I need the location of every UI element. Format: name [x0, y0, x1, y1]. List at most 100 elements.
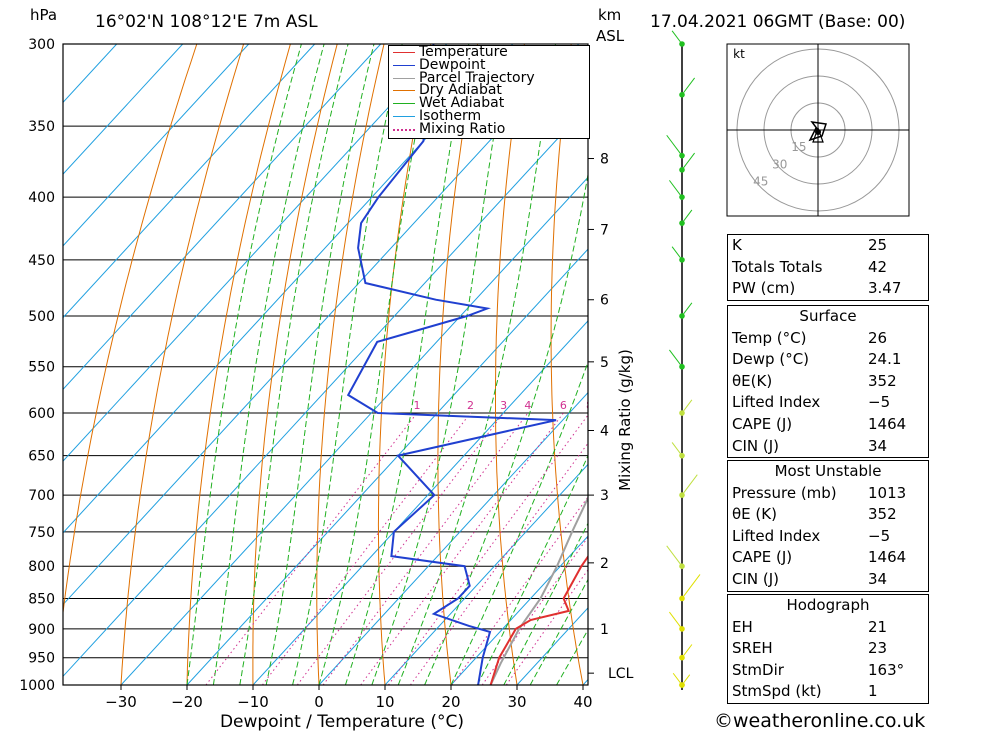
legend-swatch — [393, 115, 415, 117]
wet-adiabat-line — [292, 44, 403, 685]
axes: 3003504004505005506006507007508008509009… — [19, 37, 634, 732]
plot-frame — [62, 43, 589, 686]
wind-barb — [671, 442, 683, 456]
dry-adiabat-line — [377, 44, 432, 685]
wind-barb — [681, 474, 698, 496]
mixing-ratio-line — [451, 496, 588, 685]
wet-adiabat-line — [450, 360, 588, 685]
mixing-ratio-line — [387, 414, 588, 685]
wet-adiabat-line — [371, 44, 510, 685]
copyright: ©weatheronline.co.uk — [714, 710, 926, 732]
legend-item: Isotherm — [389, 107, 589, 124]
km-unit: km — [598, 6, 622, 24]
legend-label: Temperature — [419, 44, 508, 60]
km-tick-label: 8 — [600, 152, 609, 168]
dry-adiabat-line — [946, 44, 1000, 685]
pressure-tick-label: 750 — [28, 525, 55, 541]
table-row: EH 21 — [732, 617, 888, 636]
surface-table: Surface Temp (°C) 26 Dewp (°C) 24.1 θE(K) 3… — [727, 305, 929, 458]
isotherm-line — [63, 44, 448, 462]
hodograph: kt 15 30 45 — [726, 43, 910, 217]
wind-barb — [681, 209, 693, 224]
table-row: Temp (°C) 26 — [732, 328, 888, 347]
legend-item: Dewpoint — [389, 58, 589, 72]
legend-swatch — [393, 128, 415, 131]
legend-item: Mixing Ratio — [389, 122, 589, 136]
isotherm-line — [384, 463, 588, 685]
most-unstable-table: Most Unstable Pressure (mb) 1013 θE (K) 35… — [727, 460, 929, 592]
temperature-line — [489, 554, 588, 685]
indices-table: K 25 Totals Totals 42 PW (cm) 3.47 — [727, 234, 929, 301]
isotherm-line — [252, 320, 588, 685]
mixing-ratio-line — [360, 412, 564, 685]
pressure-tick-label: 550 — [28, 360, 55, 376]
mixing-ratio-line — [505, 568, 588, 685]
temp-tick-label: 10 — [375, 693, 394, 711]
isotherm-line — [450, 535, 588, 685]
wet-adiabat-line — [529, 578, 588, 685]
legend-label: Wet Adiabat — [419, 95, 505, 112]
mixing-ratio-line — [296, 412, 504, 685]
pressure-tick-label: 300 — [28, 37, 55, 53]
wind-barb — [671, 30, 683, 45]
dry-adiabat-line — [186, 44, 291, 685]
pressure-tick-label: 400 — [28, 190, 55, 206]
wind-barb — [681, 399, 693, 414]
hodograph-unit: kt — [733, 47, 745, 61]
table-row: CIN (J) 34 — [732, 436, 888, 455]
datetime-title: 17.04.2021 06GMT (Base: 00) — [650, 12, 906, 32]
k-index-row: K 25 — [732, 236, 888, 254]
hodograph-title: Hodograph — [786, 596, 870, 614]
dry-adiabat-line — [120, 44, 245, 685]
temp-tick-label: 40 — [573, 693, 592, 711]
isotherm-line — [120, 176, 588, 685]
temp-tick-label: 30 — [507, 693, 526, 711]
storm-motion-marker — [812, 126, 824, 143]
table-row: θE (K) 352 — [732, 505, 897, 524]
pressure-tick-label: 950 — [28, 651, 55, 667]
table-row: SREH 23 — [732, 639, 888, 658]
mixing-ratio-label: 4 — [524, 399, 531, 412]
legend-swatch — [393, 90, 415, 92]
legend-swatch — [393, 77, 415, 79]
isotherm-line — [63, 44, 580, 606]
wind-barb — [669, 349, 683, 368]
legend-swatch — [393, 64, 415, 66]
temp-tick-label: 0 — [314, 693, 324, 711]
table-row: θE(K) 352 — [732, 371, 897, 390]
mixing-ratio-axis-label: Mixing Ratio (g/kg) — [616, 349, 634, 491]
isotherm-line — [63, 104, 588, 678]
table-row: StmSpd (kt) 1 — [732, 682, 878, 701]
temp-tick-label: 20 — [441, 693, 460, 711]
mixing-ratio-line — [409, 442, 588, 685]
legend-label: Parcel Trajectory — [419, 69, 535, 86]
legend-swatch — [393, 103, 415, 105]
table-row: CIN (J) 34 — [732, 569, 888, 588]
mixing-ratio-label: 15 — [642, 399, 656, 412]
pressure-tick-label: 500 — [28, 309, 55, 325]
temp-tick-label: −30 — [105, 693, 137, 711]
wet-adiabat-line — [212, 44, 325, 685]
legend: Temperature Dewpoint Parcel Trajectory D… — [388, 45, 590, 139]
totals-totals-row: Totals Totals 42 — [732, 257, 888, 276]
km-tick-label: 4 — [600, 423, 609, 439]
hodograph-ring-label: 45 — [753, 175, 768, 189]
wet-adiabat-line — [476, 454, 588, 685]
thermo-grid: 1 2 3 4 6 8 10 15 20 25 — [63, 44, 1000, 685]
isotherm-line — [63, 44, 184, 175]
wind-barb — [681, 574, 701, 599]
dry-adiabat-line — [992, 44, 1000, 685]
pressure-tick-label: 650 — [28, 449, 55, 465]
dry-adiabat-line — [437, 44, 479, 685]
km-tick-label: 1 — [600, 622, 609, 638]
dry-adiabat-line — [657, 44, 715, 685]
table-row: Dewp (°C) 24.1 — [732, 350, 902, 369]
hodograph-trace — [808, 121, 827, 142]
hodograph-ring-label: 15 — [791, 140, 806, 154]
pressure-tick-label: 700 — [28, 488, 55, 504]
dry-adiabat-line — [550, 44, 584, 685]
legend-label: Isotherm — [419, 107, 482, 124]
table-row: StmDir 163° — [732, 660, 905, 679]
wind-barb — [671, 246, 683, 261]
